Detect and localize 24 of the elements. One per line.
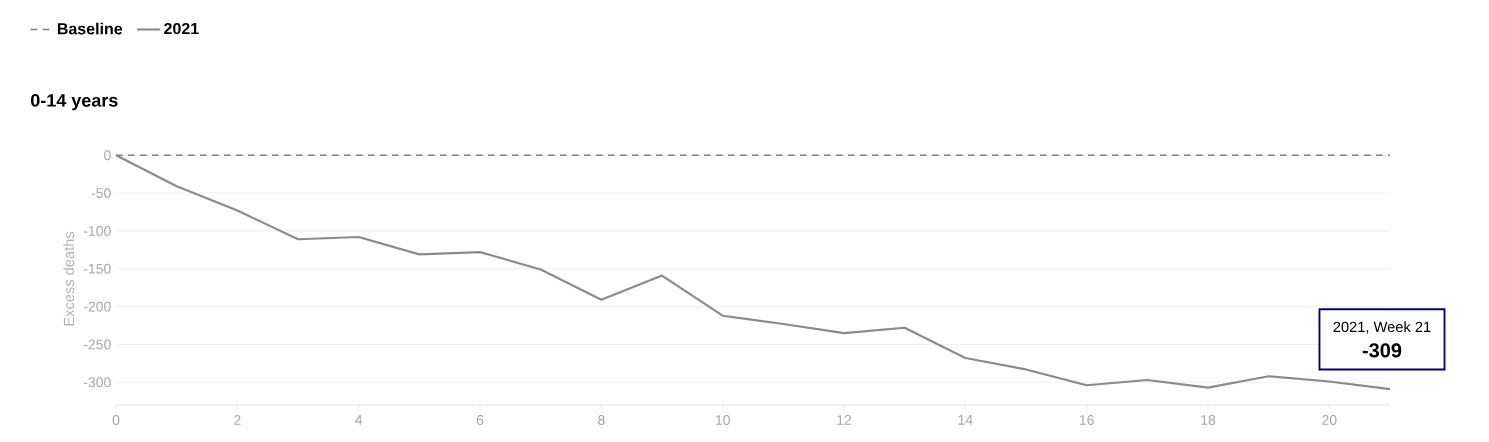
y-tick-label: 0 (104, 150, 111, 161)
y-tick-label: -250 (83, 339, 111, 350)
x-tick-label: 20 (1322, 415, 1337, 425)
y-tick-label: -300 (83, 377, 111, 388)
chart-title: 0-14 years (30, 93, 118, 111)
x-tick-label: 4 (355, 415, 363, 425)
x-tick-label: 2 (234, 415, 241, 425)
x-tick-label: 14 (958, 415, 973, 425)
annotation: 2021, Week 21 (1333, 321, 1431, 334)
data-label: -309 (1362, 343, 1402, 358)
y-tick-label: -150 (83, 263, 111, 274)
x-tick-label: 6 (476, 415, 484, 425)
legend-label: 2021 (164, 22, 199, 35)
x-tick-label: 8 (598, 415, 605, 425)
x-tick-label: 10 (715, 415, 730, 425)
legend-label: Baseline (57, 22, 123, 35)
y-tick-label: -50 (91, 188, 111, 199)
x-tick-label: 18 (1201, 415, 1216, 425)
x-tick-label: 12 (837, 415, 852, 425)
y-tick-label: -100 (83, 225, 111, 236)
y-axis-title: Excess deaths (63, 231, 75, 326)
x-tick-label: 16 (1079, 415, 1094, 425)
x-tick-label: 0 (112, 415, 120, 425)
y-tick-label: -200 (83, 301, 111, 312)
